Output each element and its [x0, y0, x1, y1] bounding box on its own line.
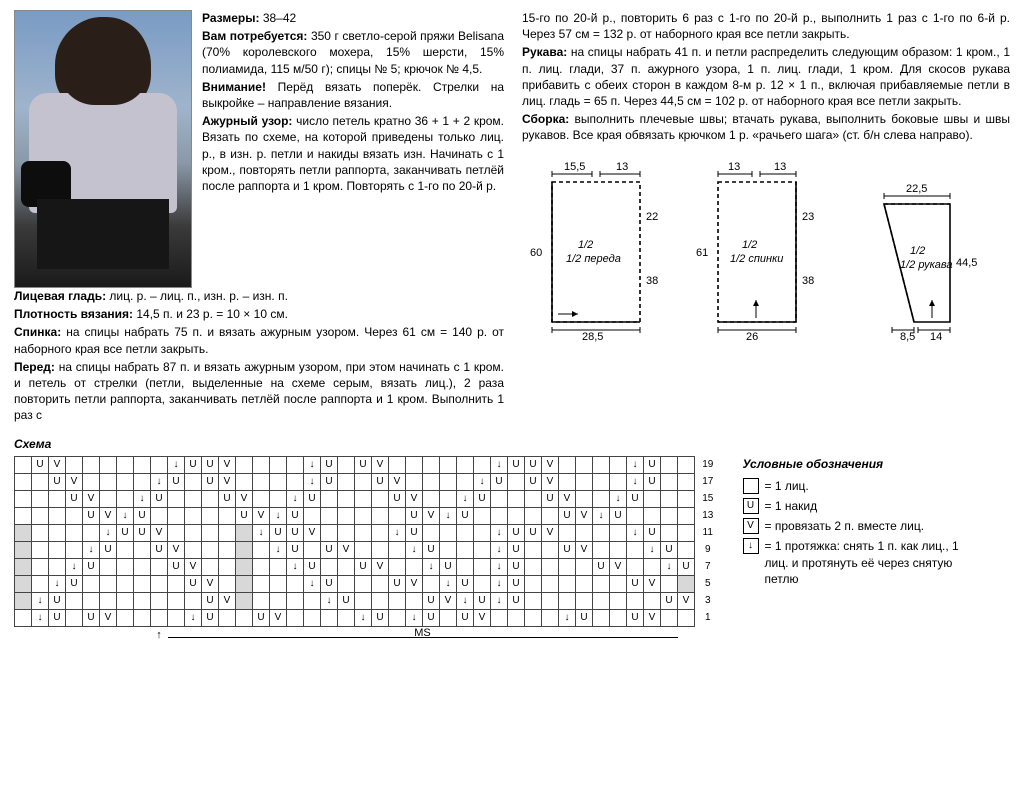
schematic-diagrams: 15,5 13 60 22 38 1/2 1/2 переда 28,5	[522, 158, 1010, 348]
svg-text:1/2 рукава: 1/2 рукава	[900, 259, 953, 271]
sizes-line: Размеры: 38–42	[202, 10, 504, 26]
svg-text:15,5: 15,5	[564, 161, 585, 173]
legend-row: U= 1 накид	[743, 498, 973, 514]
sleeves-line: Рукава: на спицы набрать 41 п. и петли р…	[522, 44, 1010, 109]
attention-line: Внимание! Перёд вязать поперёк. Стрелки …	[202, 79, 504, 111]
front-line: Перед: на спицы набрать 87 п. и вязать а…	[14, 359, 504, 424]
svg-text:8,5: 8,5	[900, 331, 915, 343]
svg-text:26: 26	[746, 331, 758, 343]
garment-photo	[14, 10, 192, 288]
svg-text:1/2 спинки: 1/2 спинки	[730, 253, 783, 265]
front-cont: 15-го по 20-й р., повторить 6 раз с 1-го…	[522, 10, 1010, 42]
legend: Условные обозначения = 1 лиц.U= 1 накидV…	[743, 456, 973, 591]
svg-text:44,5: 44,5	[956, 257, 977, 269]
schema-label: Схема	[14, 436, 1010, 452]
svg-text:22,5: 22,5	[906, 183, 927, 195]
back-line: Спинка: на спицы набрать 75 п. и вязать …	[14, 324, 504, 356]
svg-text:23: 23	[802, 211, 814, 223]
legend-row: = 1 лиц.	[743, 478, 973, 494]
svg-text:22: 22	[646, 211, 658, 223]
gauge-line: Плотность вязания: 14,5 п. и 23 р. = 10 …	[14, 306, 504, 322]
svg-text:13: 13	[616, 161, 628, 173]
svg-text:13: 13	[774, 161, 786, 173]
stitch-chart: UV↓UUV↓UUV↓UUV↓U19UV↓UUV↓UUV↓UUV↓U17UV↓U…	[14, 456, 717, 645]
legend-row: V= провязать 2 п. вместе лиц.	[743, 518, 973, 534]
stst-line: Лицевая гладь: лиц. р. – лиц. п., изн. р…	[14, 288, 504, 304]
svg-text:14: 14	[930, 331, 942, 343]
svg-text:60: 60	[530, 247, 542, 259]
materials-line: Вам потребуется: 350 г светло-серой пряж…	[202, 28, 504, 77]
svg-text:1/2: 1/2	[578, 239, 593, 251]
svg-text:61: 61	[696, 247, 708, 259]
legend-row: ↓= 1 протяжка: снять 1 п. как лиц., 1 ли…	[743, 538, 973, 587]
lace-line: Ажурный узор: число петель кратно 36 + 1…	[202, 113, 504, 194]
svg-text:38: 38	[646, 275, 658, 287]
svg-text:28,5: 28,5	[582, 331, 603, 343]
svg-text:38: 38	[802, 275, 814, 287]
assembly-line: Сборка: выполнить плечевые швы; втачать …	[522, 111, 1010, 143]
svg-text:1/2: 1/2	[910, 245, 925, 257]
svg-text:1/2 переда: 1/2 переда	[566, 253, 621, 265]
svg-text:13: 13	[728, 161, 740, 173]
svg-text:1/2: 1/2	[742, 239, 757, 251]
